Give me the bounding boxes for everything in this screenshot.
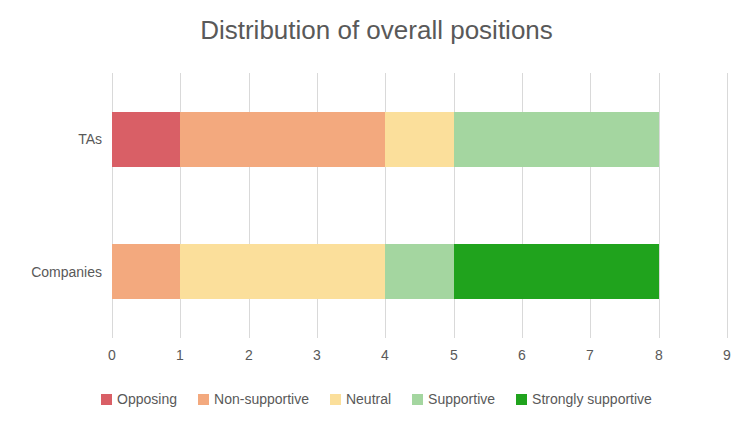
legend-item-supportive: Supportive <box>412 391 495 407</box>
bar-segment-companies-strongly-supportive <box>454 244 659 299</box>
legend-item-opposing: Opposing <box>101 391 177 407</box>
stacked-bar-chart: Distribution of overall positions TAs Com… <box>0 0 753 430</box>
legend: Opposing Non-supportive Neutral Supportive S… <box>0 391 753 407</box>
gridline <box>659 73 660 338</box>
x-tick-label: 1 <box>160 347 200 363</box>
bar-segment-companies-neutral <box>180 244 385 299</box>
legend-label: Opposing <box>117 391 177 407</box>
legend-swatch-icon <box>412 394 423 405</box>
legend-label: Neutral <box>346 391 391 407</box>
legend-item-non-supportive: Non-supportive <box>198 391 309 407</box>
x-tick-label: 3 <box>297 347 337 363</box>
legend-item-strongly-supportive: Strongly supportive <box>516 391 652 407</box>
x-axis: 0123456789 <box>112 347 727 367</box>
legend-swatch-icon <box>198 394 209 405</box>
x-tick-label: 9 <box>707 347 747 363</box>
bar-segment-tas-supportive <box>454 112 659 167</box>
bar-segment-companies-supportive <box>385 244 453 299</box>
legend-item-neutral: Neutral <box>330 391 391 407</box>
bar-segment-tas-non-supportive <box>180 112 385 167</box>
category-label-tas: TAs <box>0 132 102 146</box>
legend-label: Non-supportive <box>214 391 309 407</box>
legend-label: Strongly supportive <box>532 391 652 407</box>
x-tick-label: 4 <box>365 347 405 363</box>
y-axis-category-labels: TAs Companies <box>0 73 102 338</box>
x-tick-label: 2 <box>229 347 269 363</box>
x-tick-label: 0 <box>92 347 132 363</box>
bar-segment-tas-opposing <box>112 112 180 167</box>
legend-swatch-icon <box>330 394 341 405</box>
bar-segment-tas-neutral <box>385 112 453 167</box>
chart-title: Distribution of overall positions <box>0 15 753 46</box>
plot-area <box>112 73 727 338</box>
x-tick-label: 6 <box>502 347 542 363</box>
x-tick-label: 5 <box>434 347 474 363</box>
legend-swatch-icon <box>516 394 527 405</box>
x-tick-label: 7 <box>570 347 610 363</box>
legend-label: Supportive <box>428 391 495 407</box>
x-tick-label: 8 <box>639 347 679 363</box>
category-label-companies: Companies <box>0 265 102 279</box>
bar-segment-companies-non-supportive <box>112 244 180 299</box>
gridline <box>727 73 728 338</box>
legend-swatch-icon <box>101 394 112 405</box>
